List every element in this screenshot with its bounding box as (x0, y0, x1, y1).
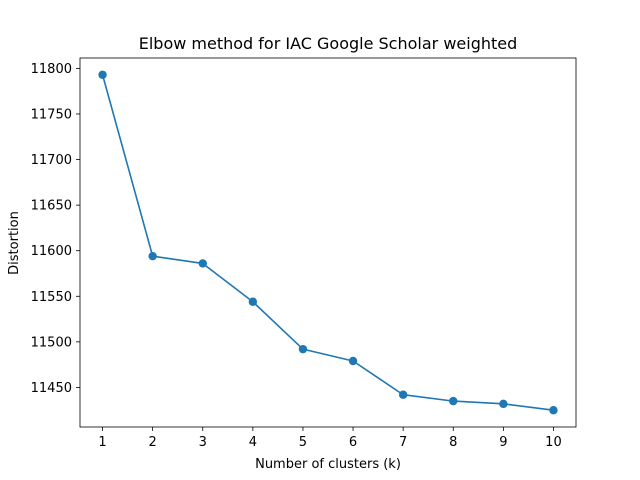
y-tick-label: 11550 (31, 290, 72, 305)
data-point (449, 396, 458, 406)
data-point (198, 259, 207, 268)
plot-area: 1 2 3 4 5 6 7 8 9 10 11450 11500 11550 11600 11650 1170… (31, 57, 577, 450)
x-tick-label: 2 (149, 435, 157, 450)
data-point (348, 356, 358, 366)
x-tick-label: 7 (399, 435, 407, 450)
y-axis-label: Distortion (7, 211, 22, 275)
x-tick-label: 4 (249, 435, 257, 450)
y-tick-label: 11450 (31, 381, 72, 396)
data-point (248, 297, 258, 306)
data-point (148, 251, 157, 261)
y-tick-label: 11650 (31, 199, 72, 214)
data-point (398, 390, 408, 399)
series-line (101, 74, 554, 412)
x-tick-label: 8 (449, 435, 457, 450)
data-point (98, 70, 107, 79)
y-tick-label: 11750 (31, 107, 72, 122)
x-axis-label: Number of clusters (k) (255, 457, 401, 472)
x-tick-label: 10 (545, 435, 562, 450)
data-point (298, 344, 308, 354)
x-tick-label: 1 (98, 435, 106, 450)
y-tick-label: 11500 (31, 335, 72, 350)
x-tick-label: 9 (499, 435, 507, 450)
y-tick-label: 11700 (31, 153, 72, 168)
data-point (549, 406, 558, 415)
y-tick-label: 11800 (31, 62, 72, 77)
x-tick-label: 6 (349, 435, 357, 450)
axes-frame (79, 57, 577, 428)
x-tick-label: 3 (199, 435, 207, 450)
chart-title: Elbow method for IAC Google Scholar weig… (139, 34, 518, 53)
data-point (499, 399, 508, 409)
x-tick-label: 5 (299, 435, 307, 450)
y-tick-label: 11600 (31, 244, 72, 259)
